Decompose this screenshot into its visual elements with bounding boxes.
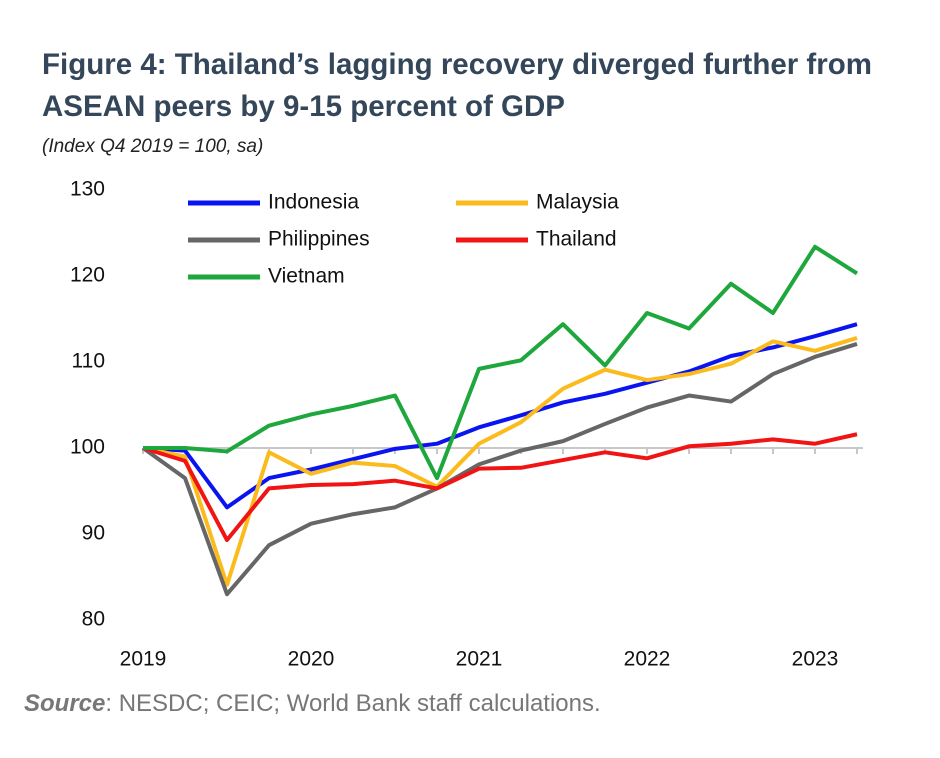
series-line [142, 432, 858, 543]
y-tick-label: 80 [82, 608, 105, 631]
legend-label: Malaysia [536, 191, 619, 214]
series-line [143, 244, 859, 481]
series-line [142, 322, 858, 510]
y-tick-label: 130 [70, 178, 105, 201]
y-tick-label: 110 [72, 350, 105, 373]
y-tick-label: 100 [70, 436, 105, 459]
legend-label: Thailand [536, 228, 617, 251]
x-tick-label: 2021 [456, 648, 503, 671]
legend-label: Indonesia [268, 191, 359, 214]
x-tick-label: 2019 [120, 648, 167, 671]
x-tick-label: 2023 [792, 648, 839, 671]
series-line [141, 342, 858, 597]
series-line [142, 336, 858, 587]
legend-label: Vietnam [268, 265, 345, 288]
y-tick-label: 120 [70, 264, 105, 287]
y-tick-label: 90 [82, 522, 105, 545]
legend-label: Philippines [268, 228, 370, 251]
x-tick-label: 2022 [624, 648, 671, 671]
source-label: Source [24, 690, 106, 717]
chart-subtitle: (Index Q4 2019 = 100, sa) [42, 136, 264, 157]
x-tick-label: 2020 [288, 648, 335, 671]
chart-title: Figure 4: Thailand’s lagging recovery di… [42, 48, 872, 123]
source-text: : NESDC; CEIC; World Bank staff calculat… [105, 690, 601, 717]
source-note: Source: NESDC; CEIC; World Bank staff ca… [24, 690, 601, 718]
